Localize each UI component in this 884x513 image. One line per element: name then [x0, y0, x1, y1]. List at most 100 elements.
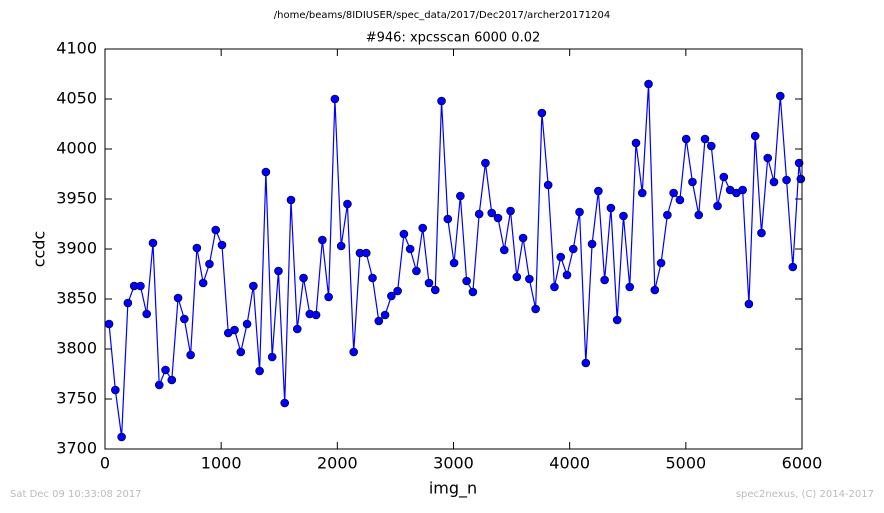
data-point: [706, 141, 716, 151]
data-point: [236, 347, 246, 357]
data-point: [493, 213, 503, 223]
data-point: [713, 201, 722, 211]
data-point: [456, 191, 465, 201]
data-point: [700, 134, 710, 144]
data-point: [468, 287, 478, 297]
data-point: [568, 244, 578, 254]
data-point: [788, 262, 798, 272]
data-point: [556, 252, 566, 262]
x-tick-label: 4000: [549, 454, 590, 473]
data-point: [782, 175, 791, 185]
y-tick-label: 4100: [56, 39, 97, 58]
data-point: [192, 243, 202, 253]
data-point: [537, 108, 547, 118]
data-point: [763, 153, 773, 163]
data-point: [111, 385, 120, 395]
y-tick-label: 3800: [56, 339, 97, 358]
data-point: [249, 281, 258, 291]
data-point: [562, 270, 572, 280]
data-point: [361, 248, 371, 258]
data-point: [512, 272, 522, 282]
data-point: [154, 380, 164, 390]
data-point: [443, 214, 453, 224]
data-point: [750, 131, 760, 141]
data-point: [481, 158, 490, 168]
data-point: [757, 228, 766, 238]
y-tick-label: 3850: [56, 289, 97, 308]
data-point: [688, 177, 697, 187]
plot-frame: [104, 48, 803, 450]
data-point: [374, 316, 384, 326]
data-point: [405, 244, 415, 254]
data-point: [581, 358, 591, 368]
data-point: [393, 286, 402, 296]
data-point: [292, 324, 302, 334]
data-point: [619, 211, 628, 221]
data-point: [525, 274, 534, 284]
data-point: [104, 319, 114, 329]
data-point: [656, 258, 666, 268]
data-point: [136, 281, 145, 291]
data-point: [267, 352, 277, 362]
data-point: [575, 207, 584, 217]
data-point: [594, 186, 603, 196]
data-point: [474, 209, 484, 219]
data-point: [437, 96, 446, 106]
data-point: [255, 366, 264, 376]
data-point: [650, 285, 660, 295]
y-tick-label: 3900: [56, 239, 97, 258]
data-point: [499, 245, 509, 255]
data-point: [418, 223, 428, 233]
data-point: [644, 79, 653, 89]
data-point: [796, 174, 806, 184]
data-point: [738, 185, 747, 195]
data-point: [230, 325, 239, 335]
data-point: [531, 304, 540, 314]
y-tick-label: 3750: [56, 389, 97, 408]
data-point: [719, 172, 729, 182]
data-point: [550, 282, 559, 292]
chart-title: /home/beams/8IDIUSER/spec_data/2017/Dec2…: [274, 10, 610, 21]
x-tick-label: 6000: [782, 454, 823, 473]
data-point: [543, 180, 553, 190]
data-point: [606, 203, 616, 213]
y-tick-label: 3700: [56, 439, 97, 458]
data-point: [637, 188, 647, 198]
data-point: [625, 282, 635, 292]
data-point: [117, 432, 126, 442]
data-point: [487, 208, 497, 218]
data-point: [311, 310, 321, 320]
data-point: [173, 293, 183, 303]
data-point: [769, 177, 779, 187]
data-point: [280, 398, 290, 408]
data-point: [506, 206, 515, 216]
data-point: [217, 240, 227, 250]
y-tick-label: 4050: [56, 89, 97, 108]
data-point: [198, 278, 208, 288]
data-point: [744, 299, 754, 309]
y-tick-label: 4000: [56, 139, 97, 158]
data-point: [148, 238, 158, 248]
data-point: [205, 259, 214, 269]
data-point: [161, 365, 170, 375]
data-point: [324, 292, 333, 302]
chart-subtitle: #946: xpcsscan 6000 0.02: [366, 31, 541, 46]
data-point: [387, 291, 396, 301]
data-point: [449, 258, 459, 268]
data-point: [631, 138, 641, 148]
data-point: [518, 233, 528, 243]
data-point: [587, 239, 597, 249]
data-point: [186, 350, 195, 360]
data-point: [430, 285, 440, 295]
data-point: [349, 347, 359, 357]
data-point: [794, 158, 804, 168]
data-point: [261, 167, 271, 177]
series-line: [108, 83, 802, 438]
x-axis-label: img_n: [429, 479, 477, 499]
x-tick-label: 5000: [665, 454, 706, 473]
data-point: [775, 91, 785, 101]
data-point: [368, 273, 377, 283]
data-point: [142, 309, 152, 319]
